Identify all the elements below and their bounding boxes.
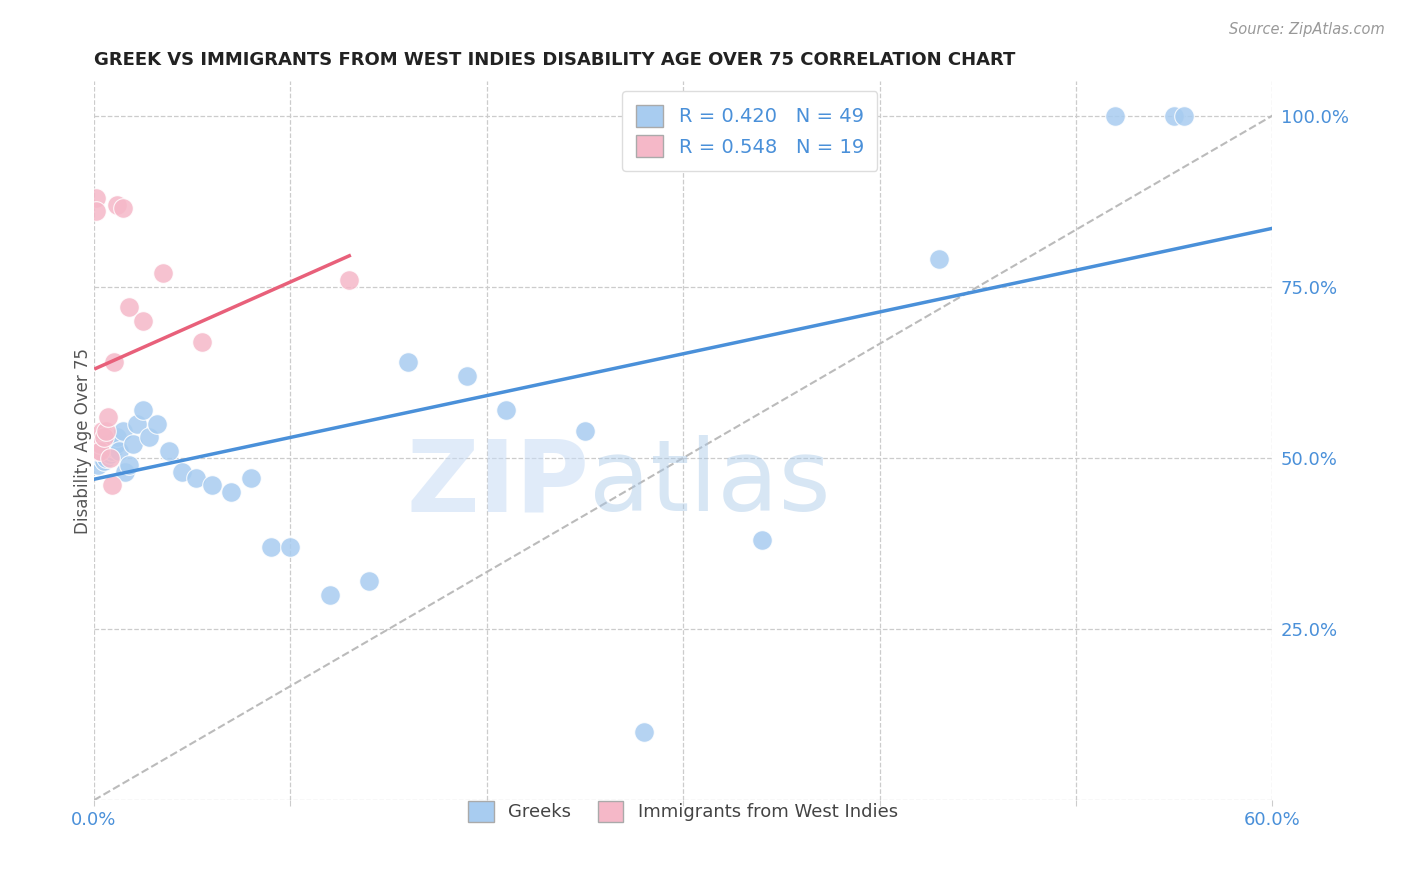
Point: [633, 724, 655, 739]
Point: [97, 444, 120, 458]
Point: [574, 424, 596, 438]
Text: atlas: atlas: [589, 435, 831, 533]
Point: [87, 458, 110, 472]
Point: [751, 533, 773, 547]
Point: [90, 424, 112, 438]
Point: [456, 368, 478, 383]
Point: [396, 355, 419, 369]
Point: [94, 444, 117, 458]
Point: [100, 444, 122, 458]
Point: [114, 465, 136, 479]
Point: [93, 448, 115, 462]
Point: [87, 444, 110, 458]
Point: [107, 430, 129, 444]
Point: [118, 458, 141, 472]
Point: [89, 437, 111, 451]
Point: [495, 403, 517, 417]
Point: [112, 201, 135, 215]
Point: [104, 437, 127, 451]
Point: [103, 441, 125, 455]
Point: [89, 448, 111, 462]
Text: GREEK VS IMMIGRANTS FROM WEST INDIES DISABILITY AGE OVER 75 CORRELATION CHART: GREEK VS IMMIGRANTS FROM WEST INDIES DIS…: [94, 51, 1015, 69]
Point: [90, 441, 112, 455]
Text: Source: ZipAtlas.com: Source: ZipAtlas.com: [1229, 22, 1385, 37]
Point: [89, 444, 111, 458]
Point: [118, 300, 141, 314]
Point: [184, 471, 207, 485]
Point: [280, 540, 302, 554]
Point: [98, 448, 121, 462]
Point: [127, 417, 149, 431]
Point: [221, 485, 243, 500]
Point: [240, 471, 263, 485]
Point: [93, 430, 115, 444]
Point: [1163, 109, 1185, 123]
Point: [90, 450, 112, 465]
Point: [98, 450, 121, 465]
Point: [84, 450, 107, 465]
Point: [337, 273, 360, 287]
Point: [108, 444, 131, 458]
Legend: Greeks, Immigrants from West Indies: Greeks, Immigrants from West Indies: [456, 789, 911, 834]
Point: [89, 437, 111, 451]
Point: [1173, 109, 1195, 123]
Point: [146, 417, 169, 431]
Point: [132, 314, 155, 328]
Point: [112, 424, 135, 438]
Point: [94, 450, 117, 465]
Point: [138, 430, 160, 444]
Point: [97, 409, 120, 424]
Point: [103, 355, 125, 369]
Point: [1104, 109, 1126, 123]
Point: [87, 444, 110, 458]
Point: [157, 444, 180, 458]
Point: [93, 454, 115, 468]
Point: [107, 197, 129, 211]
Point: [84, 191, 107, 205]
Point: [172, 465, 194, 479]
Y-axis label: Disability Age Over 75: Disability Age Over 75: [75, 348, 91, 533]
Point: [132, 403, 155, 417]
Point: [260, 540, 283, 554]
Point: [89, 444, 111, 458]
Point: [191, 334, 214, 349]
Point: [152, 266, 174, 280]
Text: ZIP: ZIP: [406, 435, 589, 533]
Point: [84, 204, 107, 219]
Point: [122, 437, 145, 451]
Point: [93, 437, 115, 451]
Point: [97, 437, 120, 451]
Point: [357, 574, 380, 588]
Point: [201, 478, 224, 492]
Point: [94, 424, 117, 438]
Point: [928, 252, 950, 267]
Point: [318, 588, 340, 602]
Point: [100, 478, 122, 492]
